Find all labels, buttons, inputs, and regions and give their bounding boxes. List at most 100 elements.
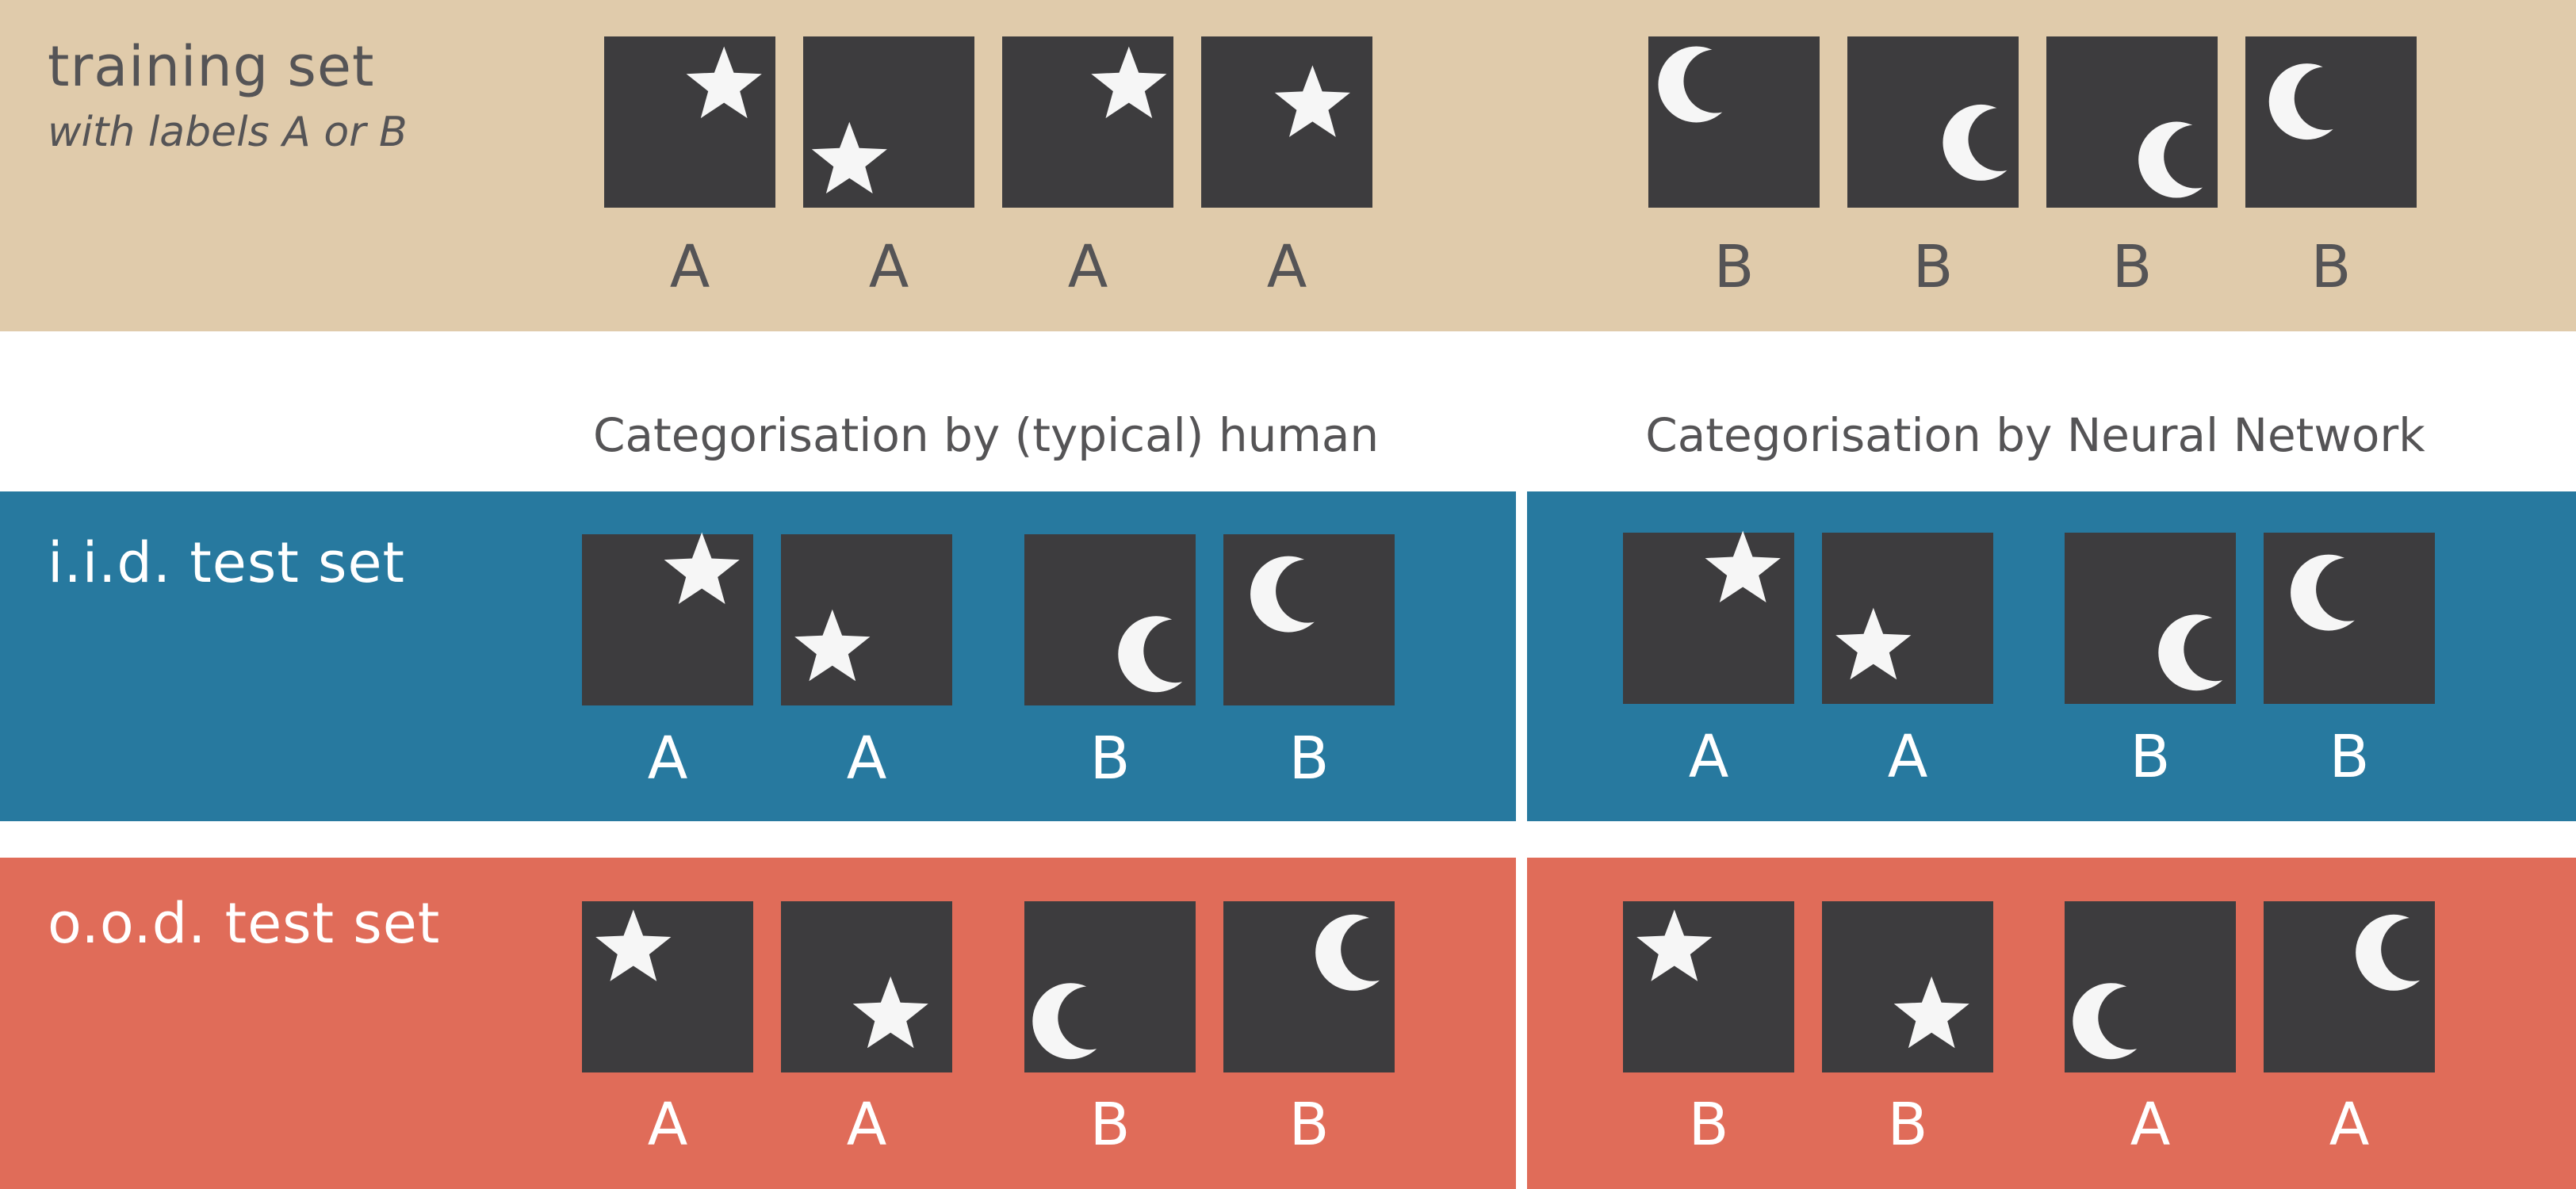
category-label: B — [1688, 1091, 1729, 1159]
crescent-moon-icon — [2073, 983, 2149, 1060]
star-symbol — [664, 532, 740, 604]
star-symbol — [794, 609, 871, 682]
category-label: A — [1688, 723, 1729, 791]
star-icon — [811, 121, 887, 194]
crescent-moon-icon — [2158, 614, 2235, 691]
star-symbol — [1893, 976, 1969, 1049]
category-label: A — [2130, 1091, 2171, 1159]
ood-test-set-title: o.o.d. test set — [48, 891, 441, 956]
moon-image-tile — [2065, 901, 2236, 1072]
category-label: B — [1089, 724, 1131, 793]
star-symbol — [595, 909, 672, 981]
moon-image-tile — [2046, 36, 2218, 208]
moon-image-tile — [1024, 534, 1196, 705]
star-symbol — [1091, 46, 1167, 119]
moon-symbol — [1658, 46, 1735, 123]
star-icon — [1091, 46, 1167, 119]
star-image-tile — [1822, 901, 1993, 1072]
crescent-moon-icon — [1032, 983, 1109, 1060]
star-image-tile — [582, 901, 753, 1072]
crescent-moon-icon — [2291, 554, 2367, 631]
star-image-tile — [604, 36, 775, 208]
moon-symbol — [2073, 983, 2149, 1060]
moon-image-tile — [1648, 36, 1820, 208]
category-label: A — [1887, 723, 1928, 791]
moon-image-tile — [1847, 36, 2019, 208]
network-categorisation-header: Categorisation by Neural Network — [1645, 408, 2425, 462]
moon-image-tile — [2264, 901, 2435, 1072]
star-icon — [794, 609, 871, 682]
star-symbol — [852, 976, 928, 1049]
moon-image-tile — [1223, 901, 1395, 1072]
category-label: B — [1288, 1091, 1330, 1159]
category-label: B — [1089, 1091, 1131, 1159]
iid-test-set-title: i.i.d. test set — [48, 530, 405, 595]
star-image-tile — [803, 36, 974, 208]
star-icon — [595, 909, 672, 981]
moon-symbol — [1943, 104, 2019, 181]
crescent-moon-icon — [2138, 121, 2215, 198]
moon-symbol — [2356, 914, 2432, 991]
crescent-moon-icon — [2268, 63, 2345, 140]
crescent-moon-icon — [2356, 914, 2432, 991]
star-symbol — [1705, 530, 1781, 602]
category-label: B — [2111, 233, 2153, 301]
crescent-moon-icon — [1315, 914, 1392, 991]
human-categorisation-header: Categorisation by (typical) human — [593, 408, 1380, 462]
moon-image-tile — [2264, 533, 2435, 704]
category-label: A — [846, 1091, 887, 1159]
moon-symbol — [1118, 616, 1195, 693]
star-symbol — [1274, 65, 1350, 137]
moon-symbol — [2158, 614, 2235, 691]
category-label: A — [669, 233, 710, 301]
training-set-subtitle: with labels A or B — [48, 109, 408, 156]
moon-image-tile — [1024, 901, 1196, 1072]
category-label: A — [2329, 1091, 2370, 1159]
moon-symbol — [1315, 914, 1392, 991]
star-icon — [1705, 530, 1781, 602]
training-set-title: training set — [48, 34, 375, 99]
star-icon — [852, 976, 928, 1049]
star-icon — [686, 46, 762, 119]
star-image-tile — [1002, 36, 1173, 208]
category-label: B — [1887, 1091, 1928, 1159]
star-image-tile — [1201, 36, 1372, 208]
category-label: A — [868, 233, 909, 301]
category-label: B — [2130, 723, 2171, 791]
category-label: A — [1266, 233, 1307, 301]
star-symbol — [1835, 607, 1912, 680]
star-icon — [1893, 976, 1969, 1049]
moon-symbol — [2138, 121, 2215, 198]
star-icon — [1835, 607, 1912, 680]
crescent-moon-icon — [1658, 46, 1735, 123]
moon-image-tile — [1223, 534, 1395, 705]
star-symbol — [811, 121, 887, 194]
star-symbol — [1636, 909, 1713, 981]
star-image-tile — [781, 534, 952, 705]
moon-symbol — [1032, 983, 1109, 1060]
moon-image-tile — [2245, 36, 2417, 208]
moon-symbol — [1250, 556, 1327, 633]
category-label: B — [1912, 233, 1954, 301]
category-label: A — [1067, 233, 1108, 301]
star-icon — [664, 532, 740, 604]
crescent-moon-icon — [1118, 616, 1195, 693]
star-image-tile — [1623, 901, 1794, 1072]
star-icon — [1636, 909, 1713, 981]
star-image-tile — [1623, 530, 1794, 704]
crescent-moon-icon — [1250, 556, 1327, 633]
category-label: B — [1288, 724, 1330, 793]
category-label: B — [2310, 233, 2352, 301]
moon-image-tile — [2065, 533, 2236, 704]
category-label: B — [1713, 233, 1755, 301]
moon-symbol — [2291, 554, 2367, 631]
category-label: A — [846, 724, 887, 793]
category-label: B — [2329, 723, 2370, 791]
category-label: A — [647, 1091, 688, 1159]
star-image-tile — [781, 901, 952, 1072]
star-image-tile — [582, 532, 753, 705]
star-image-tile — [1822, 533, 1993, 704]
category-label: A — [647, 724, 688, 793]
crescent-moon-icon — [1943, 104, 2019, 181]
star-symbol — [686, 46, 762, 119]
